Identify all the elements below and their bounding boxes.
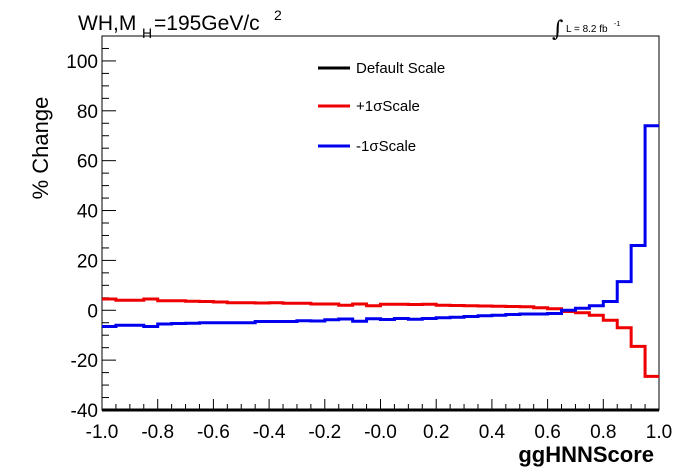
luminosity-superscript: -1: [614, 21, 620, 28]
y-tick-label: 80: [77, 102, 98, 123]
luminosity-label: L = 8.2 fb: [566, 24, 608, 35]
x-tick-label: 0.6: [534, 422, 560, 443]
legend-label-1: +1σScale: [356, 98, 420, 115]
y-tick-label: 40: [77, 202, 98, 223]
x-tick-label: -0.0: [364, 422, 397, 443]
x-tick-label: -0.8: [141, 422, 174, 443]
x-tick-label: 1.0: [646, 422, 672, 443]
x-tick-label: -1.0: [86, 422, 119, 443]
series-line-2: [102, 124, 659, 328]
y-tick-label: 100: [66, 52, 98, 73]
legend-label-0: Default Scale: [356, 60, 445, 77]
x-tick-label: -0.4: [253, 422, 286, 443]
x-tick-label: 0.8: [590, 422, 616, 443]
y-tick-label: -40: [71, 401, 98, 422]
plot-frame: [101, 35, 660, 411]
y-tick-label: 60: [77, 152, 98, 173]
series-layer: [102, 124, 659, 412]
x-tick-label: 0.4: [479, 422, 506, 443]
y-tick-label: -20: [71, 351, 98, 372]
y-tick-label: 20: [77, 251, 98, 272]
chart-title-prefix: WH,M: [78, 12, 136, 35]
y-tick-label: 0: [87, 301, 98, 322]
legend-label-2: -1σScale: [356, 138, 416, 155]
y-axis: -40 -20 0 20 40 60 80 100: [66, 35, 116, 422]
integral-symbol: ∫: [552, 17, 564, 42]
chart-title-superscript: 2: [274, 7, 282, 23]
chart-title-subscript: H: [142, 25, 152, 41]
x-tick-label: 0.2: [423, 422, 449, 443]
chart-title-value: =195GeV/c: [154, 12, 260, 35]
x-axis-title: ggHNNScore: [518, 442, 654, 467]
legend: Default Scale +1σScale -1σScale: [318, 60, 445, 155]
x-tick-label: -0.6: [197, 422, 230, 443]
x-tick-label: -0.2: [308, 422, 341, 443]
y-axis-title: % Change: [28, 97, 53, 200]
x-axis: -1.0 -0.8 -0.6 -0.4 -0.2 -0.0 0.2 0.4 0.6 0.8 1.0: [86, 399, 672, 443]
